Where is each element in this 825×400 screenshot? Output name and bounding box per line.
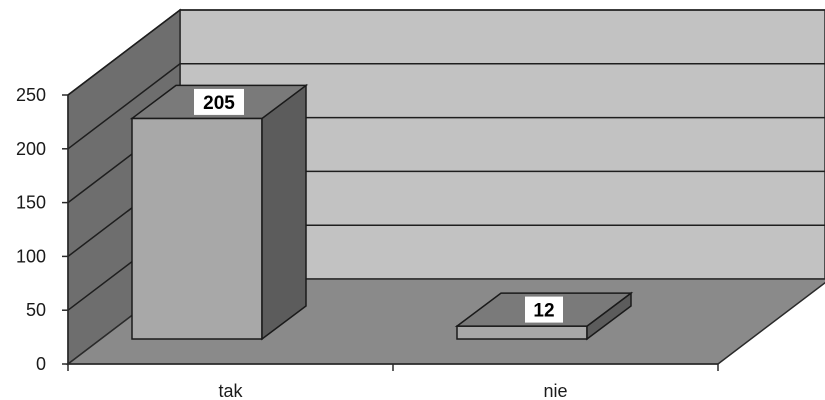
bar-side (261, 83, 307, 341)
data-label: 12 (533, 301, 554, 322)
y-tick-label: 200 (16, 139, 46, 159)
data-label-box (525, 296, 563, 323)
y-tick-label: 250 (16, 85, 46, 105)
y-tick-label: 100 (16, 246, 46, 266)
y-tick-label: 0 (36, 354, 46, 374)
bar-front (456, 325, 588, 340)
data-label-box (194, 88, 244, 115)
y-tick-label: 150 (16, 193, 46, 213)
x-axis-categories: tak nie (67, 364, 719, 400)
x-category-label: nie (543, 381, 567, 400)
data-label: 205 (203, 93, 235, 114)
bar-nie: 12 (454, 291, 634, 341)
bars: 205 12 (129, 83, 634, 341)
gridline-200 (67, 63, 825, 150)
y-axis-ticks: 0 50 100 150 200 250 (16, 85, 68, 374)
y-tick-label: 50 (26, 300, 46, 320)
bar-front (131, 117, 263, 340)
x-category-label: tak (218, 381, 243, 400)
bar-tak: 205 (129, 83, 309, 341)
gridline-250 (67, 9, 825, 96)
